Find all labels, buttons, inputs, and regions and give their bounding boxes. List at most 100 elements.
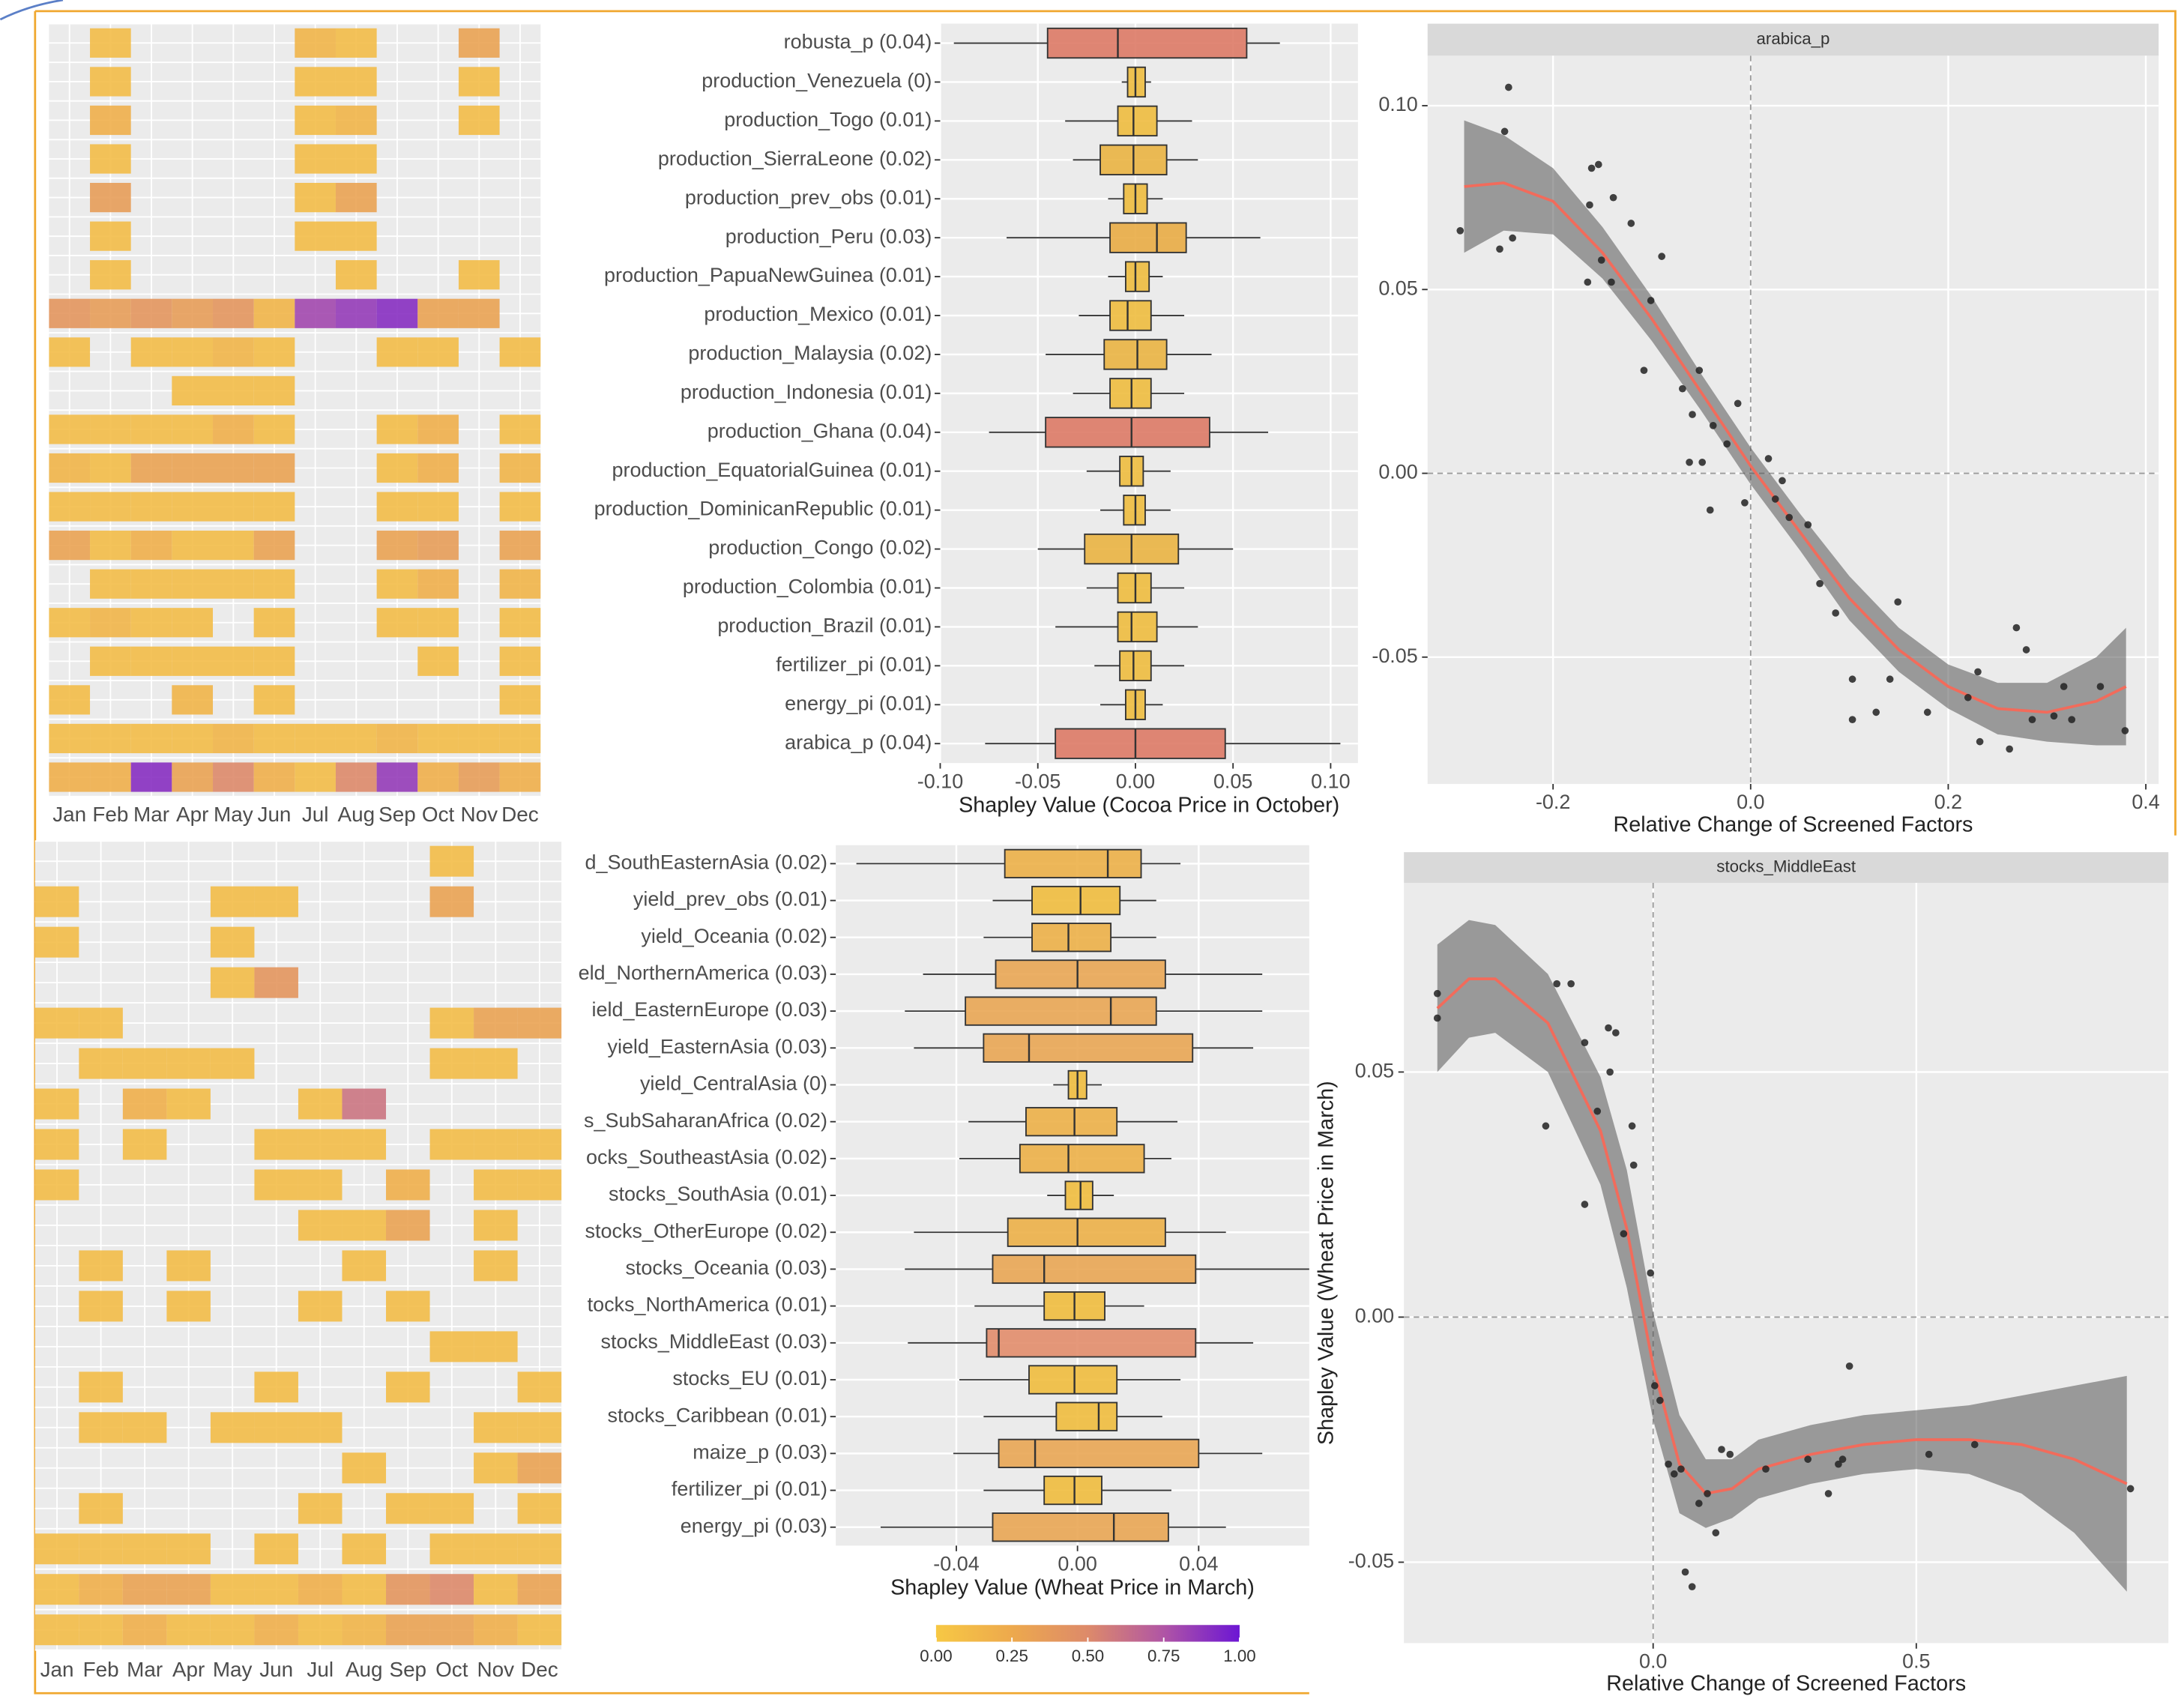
- heat-cell: [131, 492, 172, 521]
- y-tick-label: stocks_SouthAsia (0.01): [609, 1183, 827, 1205]
- point: [1501, 128, 1509, 136]
- box: [1005, 850, 1141, 878]
- heat-cell: [336, 106, 377, 135]
- heat-cell: [35, 1129, 79, 1160]
- colorbar-label: 0.75: [1147, 1647, 1180, 1665]
- heat-cell: [417, 337, 459, 366]
- heat-cell: [131, 453, 172, 483]
- heat-cell: [172, 647, 213, 676]
- point: [1964, 694, 1972, 701]
- point: [1593, 1108, 1601, 1115]
- point: [1849, 716, 1856, 723]
- heat-cell: [35, 887, 79, 917]
- heat-cell: [298, 1412, 343, 1443]
- box: [1046, 417, 1210, 447]
- heat-cell: [474, 1169, 518, 1200]
- heat-cell: [377, 337, 418, 366]
- box: [1020, 1144, 1144, 1172]
- heat-cell: [342, 1210, 386, 1240]
- y-tick-label: yield_Oceania (0.02): [641, 925, 827, 947]
- heat-cell: [213, 492, 254, 521]
- x-tick-label: 0.0: [1639, 1650, 1667, 1673]
- heat-cell: [131, 724, 172, 753]
- point: [2006, 746, 2013, 753]
- heat-cell: [254, 724, 295, 753]
- point: [2122, 727, 2129, 734]
- y-tick-label: production_Congo (0.02): [708, 537, 932, 559]
- point: [1974, 669, 1982, 676]
- heat-cell: [254, 1129, 298, 1160]
- heat-cell: [417, 531, 459, 560]
- x-tick-label: 0.05: [1213, 770, 1252, 792]
- point: [1886, 675, 1894, 683]
- heat-cell: [90, 260, 131, 289]
- y-tick-label: 0.10: [1378, 93, 1417, 115]
- heat-cell: [500, 492, 541, 521]
- heat-cell: [254, 1412, 298, 1443]
- heat-cell: [172, 299, 213, 328]
- point: [1704, 1490, 1711, 1497]
- heat-cell: [211, 1574, 255, 1605]
- heat-cell: [295, 28, 336, 58]
- box: [1118, 612, 1157, 642]
- x-tick-label: -0.05: [1015, 770, 1061, 792]
- heat-cell: [430, 1574, 474, 1605]
- point: [1647, 297, 1655, 304]
- heat-cell: [377, 724, 418, 753]
- heat-cell: [417, 570, 459, 599]
- heat-cell: [49, 453, 90, 483]
- heat-cell: [430, 1331, 474, 1362]
- y-tick-label: energy_pi (0.03): [681, 1515, 827, 1537]
- colorbar-label: 0.50: [1072, 1647, 1104, 1665]
- heat-cell: [342, 1250, 386, 1281]
- box: [1056, 1402, 1117, 1430]
- x-tick-label: Oct: [422, 803, 455, 826]
- heat-cell: [459, 106, 500, 135]
- y-tick-label: eld_NorthernAmerica (0.03): [579, 962, 827, 984]
- heat-cell: [295, 67, 336, 96]
- heat-cell: [131, 762, 172, 791]
- point: [1612, 1029, 1620, 1036]
- heat-cell: [49, 337, 90, 366]
- x-tick-label: Feb: [92, 803, 128, 826]
- point: [1686, 459, 1693, 466]
- point: [1924, 709, 1931, 716]
- heat-cell: [254, 1169, 298, 1200]
- y-tick-label: -0.05: [1348, 1550, 1394, 1572]
- heat-cell: [500, 685, 541, 714]
- heat-cell: [474, 1412, 518, 1443]
- point: [1734, 400, 1742, 408]
- y-tick-label: fertilizer_pi (0.01): [672, 1478, 827, 1500]
- x-tick-label: Feb: [83, 1658, 119, 1681]
- heat-cell: [298, 1493, 343, 1524]
- heat-cell: [500, 531, 541, 560]
- heat-cell: [254, 1574, 298, 1605]
- box: [1120, 651, 1151, 680]
- heat-cell: [90, 531, 131, 560]
- y-tick-label: ocks_SoutheastAsia (0.02): [586, 1146, 827, 1168]
- heat-cell: [500, 647, 541, 676]
- point: [2097, 683, 2105, 690]
- heat-cell: [386, 1169, 430, 1200]
- page: JanFebMarAprMayJunJulAugSepOctNovDec-0.1…: [0, 0, 2184, 1696]
- colorbar-label: 0.25: [995, 1647, 1028, 1665]
- heat-cell: [430, 846, 474, 877]
- x-tick-label: Jan: [40, 1658, 74, 1681]
- point: [1804, 521, 1812, 528]
- heat-cell: [79, 1574, 123, 1605]
- x-tick-label: -0.10: [917, 770, 963, 792]
- heat-cell: [417, 647, 459, 676]
- y-tick-label: stocks_Caribbean (0.01): [608, 1404, 827, 1426]
- point: [1718, 1446, 1725, 1453]
- heat-cell: [90, 67, 131, 96]
- point: [1581, 1201, 1589, 1208]
- heat-cell: [342, 1129, 386, 1160]
- heat-cell: [254, 647, 295, 676]
- box: [1048, 28, 1247, 58]
- point: [1695, 366, 1703, 374]
- box: [1008, 1219, 1165, 1246]
- x-tick-label: Sep: [378, 803, 416, 826]
- x-tick-label: Apr: [176, 803, 208, 826]
- heat-cell: [172, 492, 213, 521]
- heat-cell: [254, 1533, 298, 1564]
